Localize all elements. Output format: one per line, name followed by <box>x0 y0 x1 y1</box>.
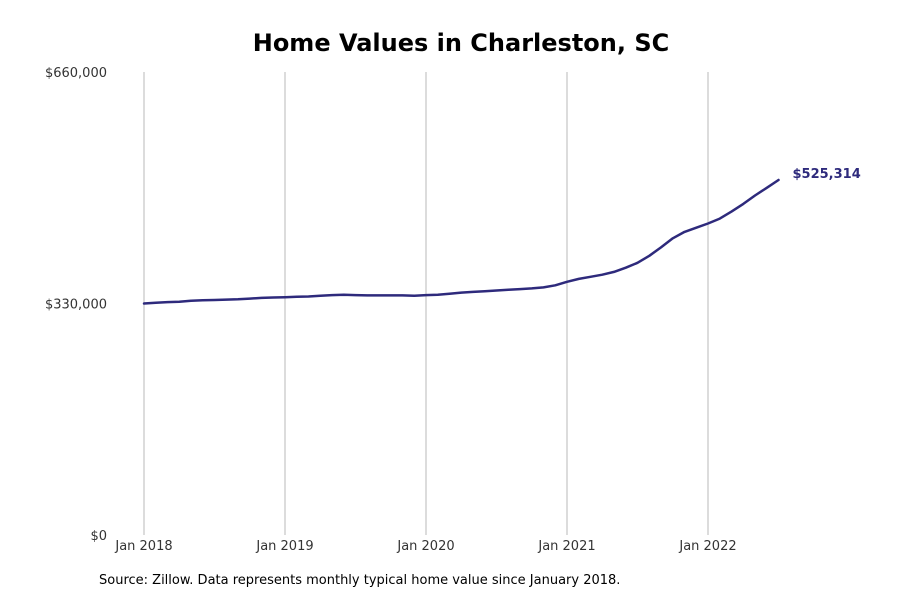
y-tick-label: $660,000 <box>45 66 107 81</box>
chart-title: Home Values in Charleston, SC <box>253 29 670 57</box>
grid-lines <box>143 72 709 535</box>
x-tick-label: Jan 2019 <box>255 539 313 554</box>
last-value-label: $525,314 <box>793 167 861 182</box>
y-tick-label: $0 <box>90 529 107 544</box>
axis-labels: Jan 2018 Jan 2019 Jan 2020 Jan 2021 Jan 2022… <box>45 66 737 554</box>
x-tick-label: Jan 2020 <box>396 539 454 554</box>
y-tick-label: $330,000 <box>45 298 107 313</box>
x-tick-label: Jan 2022 <box>678 539 736 554</box>
x-tick-label: Jan 2021 <box>537 539 595 554</box>
x-tick-label: Jan 2018 <box>114 539 172 554</box>
series-line <box>142 178 780 305</box>
source-note: Source: Zillow. Data represents monthly … <box>99 573 621 588</box>
